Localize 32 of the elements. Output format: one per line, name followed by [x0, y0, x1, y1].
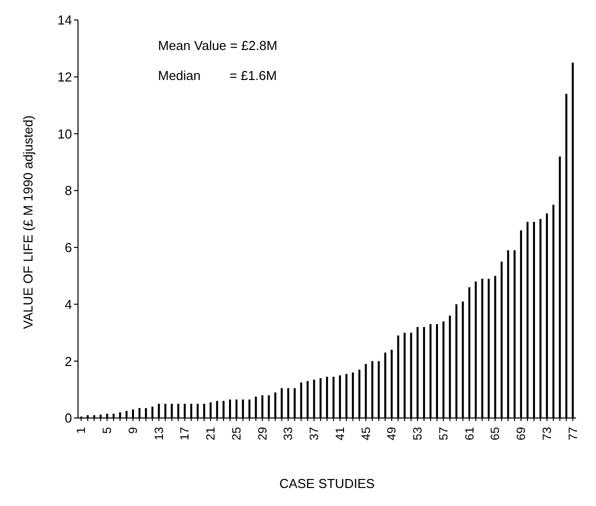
x-tick-label: 41: [332, 426, 347, 440]
x-tick-label: 25: [229, 426, 244, 440]
annotation: Mean Value = £2.8M: [158, 38, 278, 53]
x-tick-label: 13: [152, 426, 166, 440]
y-axis-title: VALUE OF LIFE (£ M 1990 adjusted): [20, 115, 36, 329]
x-tick-label: 69: [514, 426, 528, 440]
x-tick-label: 9: [126, 426, 140, 434]
y-tick-label: 8: [64, 183, 72, 198]
x-tick-label: 53: [410, 426, 425, 440]
y-tick-label: 4: [64, 296, 72, 312]
x-tick-label: 73: [540, 426, 554, 440]
annotation: Median = £1.6M: [158, 68, 277, 83]
y-tick-label: 12: [58, 69, 72, 84]
y-tick-label: 2: [64, 354, 72, 369]
x-tick-label: 1: [74, 426, 88, 434]
y-tick-label: 14: [58, 12, 72, 28]
x-tick-label: 77: [566, 426, 580, 440]
y-tick-label: 0: [64, 410, 72, 426]
x-tick-label: 49: [384, 426, 399, 440]
x-tick-label: 33: [281, 426, 296, 440]
x-tick-label: 21: [204, 426, 218, 440]
y-tick-label: 6: [64, 240, 72, 256]
x-tick-label: 45: [358, 426, 373, 440]
y-tick-label: 10: [58, 126, 72, 142]
x-tick-label: 57: [436, 426, 450, 440]
x-tick-label: 17: [178, 426, 192, 440]
x-tick-label: 37: [307, 426, 322, 440]
x-tick-label: 61: [462, 426, 476, 440]
x-tick-label: 29: [255, 426, 270, 440]
x-tick-label: 65: [488, 426, 502, 440]
x-axis-title: CASE STUDIES: [279, 476, 376, 491]
x-tick-label: 5: [100, 426, 114, 434]
